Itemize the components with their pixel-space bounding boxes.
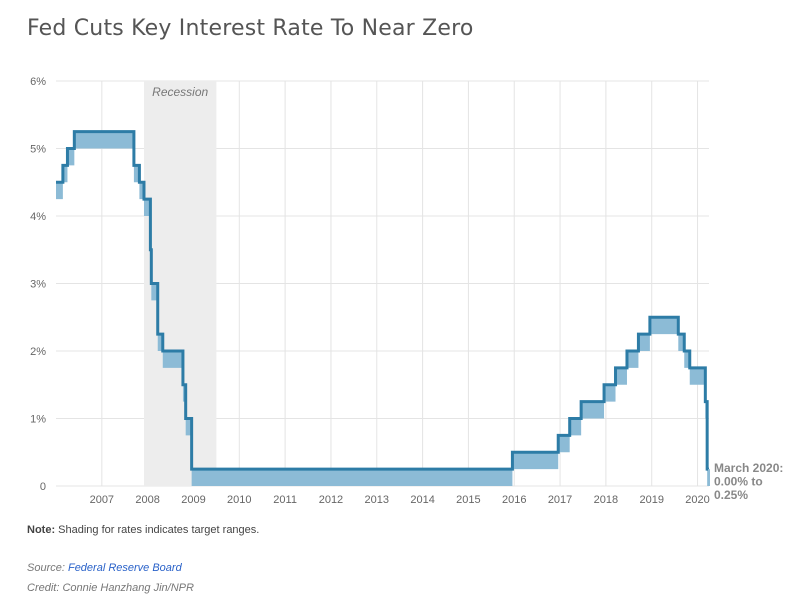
target-range-band: [151, 283, 158, 301]
x-tick-label: 2012: [319, 494, 343, 506]
march-2020-annotation: 0.00% to: [714, 475, 763, 489]
target-range-band: [689, 367, 706, 385]
x-tick-label: 2008: [135, 494, 159, 506]
chart-note: Note: Shading for rates indicates target…: [27, 524, 259, 536]
x-tick-label: 2013: [365, 494, 389, 506]
x-tick-label: 2016: [502, 494, 526, 506]
target-range-band: [684, 351, 690, 368]
target-range-band: [62, 165, 68, 183]
target-range-band: [558, 435, 570, 453]
target-range-band: [67, 148, 75, 166]
y-tick-label: 5%: [30, 144, 46, 156]
target-range-band: [143, 199, 151, 216]
chart-title: Fed Cuts Key Interest Rate To Near Zero: [27, 16, 474, 41]
y-tick-label: 2%: [30, 346, 46, 358]
x-tick-label: 2017: [548, 494, 572, 506]
target-range-band: [638, 334, 650, 351]
target-range-band: [615, 367, 627, 385]
x-tick-label: 2018: [594, 494, 618, 506]
target-range-band: [191, 469, 513, 486]
march-2020-annotation: March 2020:: [714, 461, 783, 475]
y-tick-label: 1%: [30, 414, 46, 426]
x-tick-label: 2011: [273, 494, 297, 506]
x-tick-label: 2007: [90, 494, 114, 506]
target-range-band: [512, 452, 559, 470]
target-range-band: [581, 401, 605, 419]
target-range-band: [162, 351, 183, 368]
x-tick-label: 2015: [456, 494, 480, 506]
target-range-band: [74, 131, 134, 149]
y-tick-label: 0: [40, 481, 46, 493]
axis-layer: 0 1% 2% 3% 4% 5% 6% 2007 2008 2009 2010 2011 2012 201…: [30, 76, 710, 506]
annotation-layer: March 2020:0.00% to0.25%: [714, 461, 783, 502]
target-range-band: [604, 384, 616, 402]
x-tick-label: 2014: [410, 494, 434, 506]
credit-line: Credit: Connie Hanzhang Jin/NPR: [27, 582, 194, 594]
target-range-band: [56, 182, 63, 200]
note-label: Note:: [27, 524, 56, 536]
band-layer: [56, 131, 709, 486]
source-label: Source:: [27, 562, 68, 574]
y-tick-label: 3%: [30, 279, 46, 291]
source-line: Source: Federal Reserve Board: [27, 562, 182, 574]
y-tick-label: 6%: [30, 76, 46, 88]
x-tick-label: 2019: [639, 494, 663, 506]
line-layer: [56, 130, 710, 486]
x-tick-label: 2020: [685, 494, 709, 506]
target-range-band: [185, 418, 192, 436]
target-range-band: [569, 418, 582, 436]
y-tick-label: 4%: [30, 211, 46, 223]
note-text: Shading for rates indicates target range…: [55, 524, 260, 536]
target-range-band: [626, 351, 639, 368]
target-range-band: [157, 334, 163, 351]
x-tick-label: 2009: [181, 494, 205, 506]
recession-label: Recession: [152, 85, 208, 99]
target-range-band: [133, 165, 140, 183]
source-link[interactable]: Federal Reserve Board: [67, 562, 182, 574]
x-tick-label: 2010: [227, 494, 251, 506]
target-range-band: [139, 182, 144, 200]
fed-funds-rate-line: [56, 130, 709, 471]
march-2020-annotation: 0.25%: [714, 488, 748, 502]
target-range-band: [678, 334, 685, 351]
target-range-band: [649, 317, 679, 335]
